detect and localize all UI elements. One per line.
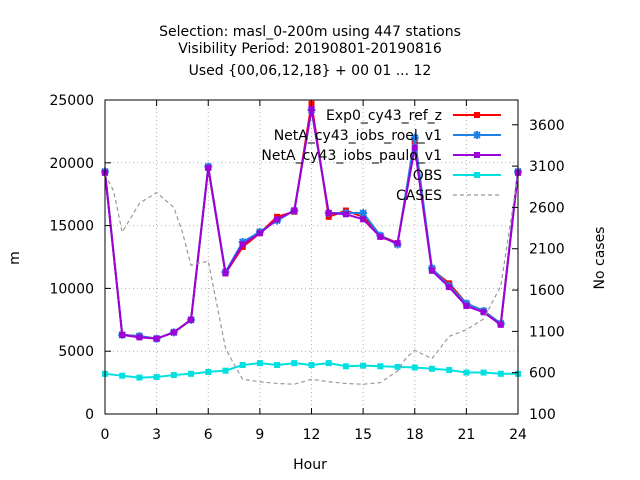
data-point-neta-cy43-iobs-paulo-v1	[394, 240, 401, 247]
legend-marker-obs	[474, 172, 480, 178]
data-point-obs	[446, 367, 453, 374]
y2-tick-label: 100	[529, 407, 556, 423]
data-point-obs	[291, 360, 298, 367]
data-point-neta-cy43-iobs-paulo-v1	[428, 267, 435, 274]
data-point-neta-cy43-iobs-paulo-v1	[222, 270, 229, 277]
legend-marker-neta-cy43-iobs-paulo-v1	[474, 152, 480, 158]
data-point-neta-cy43-iobs-paulo-v1	[497, 321, 504, 328]
y-tick-label: 10000	[49, 281, 94, 297]
data-point-obs	[411, 364, 418, 371]
data-point-obs	[119, 372, 126, 379]
data-point-obs	[222, 367, 229, 374]
data-point-neta-cy43-iobs-paulo-v1	[136, 334, 143, 341]
y-tick-label: 20000	[49, 156, 94, 172]
data-point-neta-cy43-iobs-paulo-v1	[411, 144, 418, 151]
legend-label-cases: CASES	[396, 188, 442, 204]
series-line-cases	[104, 174, 519, 385]
x-tick-label: 18	[406, 427, 424, 443]
y2-tick-label: 1600	[529, 283, 565, 299]
y-tick-label: 15000	[49, 219, 94, 235]
x-tick-label: 21	[457, 427, 475, 443]
data-point-neta-cy43-iobs-paulo-v1	[170, 329, 177, 336]
y-tick-label: 25000	[49, 93, 94, 109]
x-tick-label: 15	[354, 427, 372, 443]
data-point-obs	[342, 363, 349, 370]
data-point-neta-cy43-iobs-paulo-v1	[291, 207, 298, 214]
title-line-2: Visibility Period: 20190801-20190816	[178, 41, 442, 57]
legend-label-exp0-cy43-ref-z: Exp0_cy43_ref_z	[326, 108, 442, 124]
x-tick-label: 3	[152, 427, 161, 443]
data-point-neta-cy43-iobs-paulo-v1	[153, 335, 160, 342]
x-tick-label: 9	[255, 427, 264, 443]
chart-title: Selection: masl_0-200m using 447 station…	[159, 24, 461, 79]
x-tick-label: 24	[509, 427, 527, 443]
legend-label-obs: OBS	[413, 168, 442, 184]
data-point-neta-cy43-iobs-paulo-v1	[377, 233, 384, 240]
y2-tick-label: 3100	[529, 159, 565, 175]
data-point-neta-cy43-iobs-roel-v1	[359, 209, 368, 218]
legend: Exp0_cy43_ref_z NetA_cy43_iobs_roel_v1 Net…	[261, 108, 501, 204]
data-point-neta-cy43-iobs-paulo-v1	[360, 216, 367, 223]
x-tick-label: 6	[204, 427, 213, 443]
data-point-obs	[205, 368, 212, 375]
y-tick-label: 5000	[58, 344, 94, 360]
title-line-1: Selection: masl_0-200m using 447 station…	[159, 24, 461, 40]
data-point-neta-cy43-iobs-paulo-v1	[239, 241, 246, 248]
data-point-neta-cy43-iobs-paulo-v1	[119, 331, 126, 338]
data-point-neta-cy43-iobs-paulo-v1	[205, 164, 212, 171]
data-point-obs	[428, 365, 435, 372]
data-point-neta-cy43-iobs-roel-v1	[410, 133, 419, 142]
data-point-neta-cy43-iobs-paulo-v1	[325, 210, 332, 217]
y2-tick-label: 600	[529, 366, 556, 382]
data-point-obs	[170, 372, 177, 379]
legend-marker-neta-cy43-iobs-roel-v1	[473, 131, 481, 139]
legend-label-neta-cy43-iobs-paulo-v1: NetA_cy43_iobs_paulo_v1	[261, 148, 442, 164]
data-point-neta-cy43-iobs-paulo-v1	[274, 216, 281, 223]
data-point-obs	[308, 362, 315, 369]
data-point-obs	[239, 362, 246, 369]
y2-tick-label: 2100	[529, 242, 565, 258]
x-tick-label: 12	[303, 427, 321, 443]
data-point-obs	[497, 370, 504, 377]
y-tick-label: 0	[85, 407, 94, 423]
data-point-neta-cy43-iobs-paulo-v1	[446, 284, 453, 291]
x-axis-label: Hour	[293, 457, 327, 473]
data-point-obs	[153, 373, 160, 380]
data-point-obs	[394, 363, 401, 370]
data-point-neta-cy43-iobs-paulo-v1	[188, 316, 195, 323]
y2-tick-label: 1100	[529, 324, 565, 340]
data-point-obs	[274, 362, 281, 369]
data-point-neta-cy43-iobs-paulo-v1	[480, 309, 487, 316]
data-point-neta-cy43-iobs-paulo-v1	[342, 211, 349, 218]
grid	[105, 100, 518, 414]
data-point-obs	[325, 360, 332, 367]
data-point-obs	[256, 360, 263, 367]
title-line-3: Used {00,06,12,18} + 00 01 ... 12	[189, 63, 432, 79]
legend-marker-exp0-cy43-ref-z	[474, 112, 480, 118]
data-point-neta-cy43-iobs-paulo-v1	[308, 105, 315, 112]
axis-ticks: 0 3 6 9 12 15 18 21 24 0 5000 10000 15000 20000 25000 1…	[49, 93, 564, 443]
data-point-obs	[188, 370, 195, 377]
data-point-obs	[463, 369, 470, 376]
y2-tick-label: 3600	[529, 118, 565, 134]
data-point-neta-cy43-iobs-paulo-v1	[463, 302, 470, 309]
x-tick-label: 0	[101, 427, 110, 443]
data-point-obs	[377, 363, 384, 370]
data-point-obs	[360, 362, 367, 369]
y2-tick-label: 2600	[529, 200, 565, 216]
legend-label-neta-cy43-iobs-roel-v1: NetA_cy43_iobs_roel_v1	[274, 128, 442, 144]
data-point-obs	[480, 369, 487, 376]
data-point-neta-cy43-iobs-paulo-v1	[256, 230, 263, 237]
y2-axis-label: No cases	[592, 227, 608, 290]
y-axis-label: m	[7, 251, 23, 265]
data-point-obs	[136, 374, 143, 381]
